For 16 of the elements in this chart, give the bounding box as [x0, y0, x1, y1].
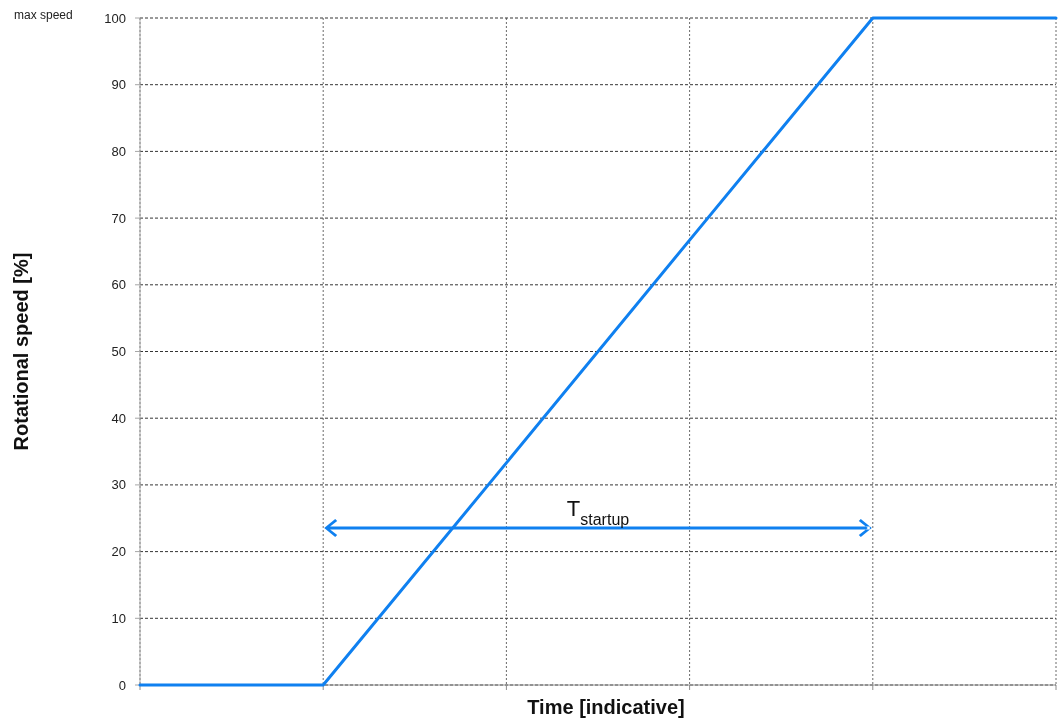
y-tick-label: 70 — [111, 210, 126, 226]
y-axis-title: Rotational speed [%] — [10, 252, 32, 451]
text: max speed — [14, 8, 73, 23]
y-tick-label: 0 — [118, 677, 126, 693]
y-tick-label: 40 — [111, 410, 126, 426]
y-tick-label: 100 — [104, 10, 126, 26]
y-tick-label: 80 — [111, 143, 126, 159]
annotation: T$_{startup}$ — [566, 495, 630, 528]
y-tick-label: 50 — [111, 344, 126, 360]
y-tick-label: 90 — [111, 77, 126, 93]
y-tick-label: 20 — [111, 544, 126, 560]
y-tick-label: 60 — [111, 277, 126, 293]
y-tick-label: 10 — [111, 610, 126, 626]
x-axis-title: Time [indicative] — [527, 696, 685, 718]
line-series — [138, 16, 1058, 687]
y-tick-label: 30 — [111, 477, 126, 493]
